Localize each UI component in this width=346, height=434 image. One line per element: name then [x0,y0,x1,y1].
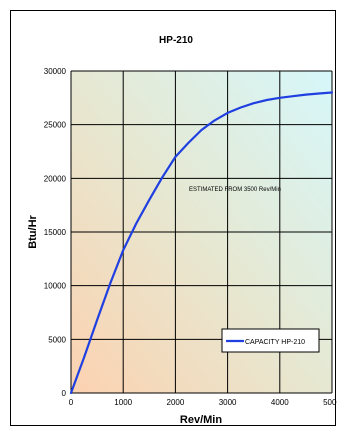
legend-label: CAPACITY HP-210 [245,339,305,346]
x-axis-title: Rev/Min [180,414,222,426]
y-tick-label: 30000 [44,67,67,76]
x-tick-labels: 0 1000 2000 3000 4000 5000 [69,398,337,407]
y-axis-title: Btu/Hr [27,214,39,248]
y-tick-label: 20000 [44,174,67,183]
x-tick-label: 2000 [167,398,185,407]
y-tick-label: 15000 [44,228,67,237]
y-tick-labels: 0 5000 10000 15000 20000 25000 30000 [44,67,67,398]
chart-frame: HP-210 0 5000 10000 15000 20000 25000 30000 0 1… [10,10,337,426]
legend-box [221,328,320,353]
series-line-capacity [69,91,334,395]
x-tick-label: 0 [69,398,74,407]
legend: CAPACITY HP-210 [221,328,320,353]
x-tick-label: 5000 [323,398,337,407]
chart-svg: HP-210 0 5000 10000 15000 20000 25000 30000 0 1… [27,35,337,426]
y-tick-label: 25000 [44,121,67,130]
chart-title: HP-210 [159,35,193,46]
y-tick-label: 0 [62,389,67,398]
y-tick-label: 5000 [48,335,66,344]
y-tick-label: 10000 [44,282,67,291]
estimate-annotation: ESTIMATED FROM 3500 Rev/Min [189,187,281,193]
x-tick-label: 1000 [114,398,132,407]
x-tick-label: 4000 [271,398,289,407]
x-tick-label: 3000 [219,398,237,407]
